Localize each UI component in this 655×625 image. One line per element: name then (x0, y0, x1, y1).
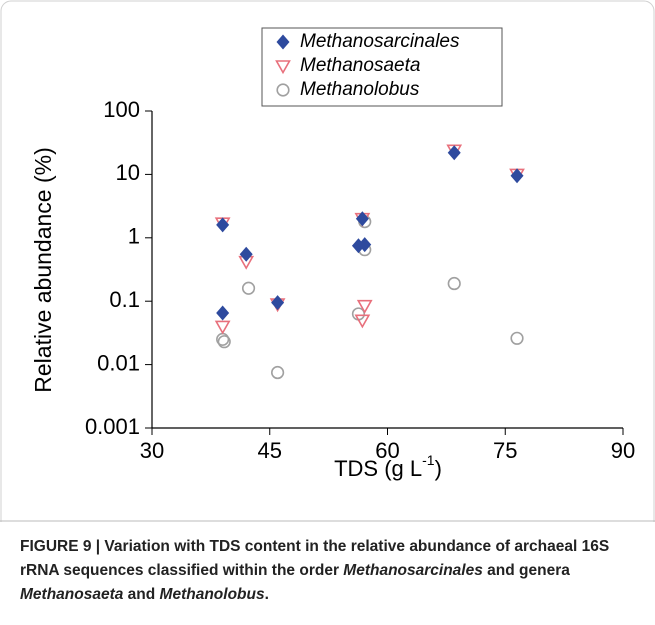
x-label-suffix: ) (435, 456, 442, 481)
diamond-marker (276, 34, 290, 50)
diamond-marker (447, 145, 461, 161)
legend-label: Methanolobus (300, 79, 420, 100)
y-tick-label: 1 (128, 224, 140, 249)
caption-text: FIGURE 9 | Variation with TDS content in… (20, 538, 610, 579)
y-tick-label: 10 (116, 160, 140, 185)
caption-text: and (123, 586, 160, 603)
circle-marker (447, 276, 461, 291)
x-tick-label: 60 (375, 438, 399, 463)
y-tick-label: 0.01 (97, 350, 140, 375)
x-label-sup: -1 (422, 452, 435, 468)
diamond-marker (216, 217, 230, 233)
diamond-marker (216, 305, 230, 321)
diamond-marker (355, 211, 369, 227)
triangle-marker (214, 320, 231, 335)
caption-text: Methanosarcinales (343, 562, 483, 579)
circle-marker (241, 281, 256, 295)
legend-label: Methanosarcinales (300, 31, 460, 52)
x-tick-label: 90 (611, 438, 635, 463)
diamond-marker (510, 168, 524, 184)
caption: FIGURE 9 | Variation with TDS content in… (20, 535, 620, 607)
circle-marker (510, 331, 524, 345)
y-tick-label: 0.001 (85, 414, 140, 439)
y-tick-label: 100 (103, 97, 140, 122)
caption-text: . (264, 586, 269, 603)
triangle-marker (354, 314, 371, 329)
x-label-text: TDS (g L (334, 456, 422, 481)
y-axis-label: Relative abundance (%) (30, 147, 56, 392)
diamond-marker (358, 237, 372, 253)
x-tick-label: 45 (258, 438, 282, 463)
circle-marker (217, 335, 231, 349)
caption-text: and genera (482, 562, 570, 579)
triangle-marker (356, 299, 373, 314)
y-tick-label: 0.1 (109, 287, 140, 312)
legend-label: Methanosaeta (300, 55, 420, 76)
x-axis-label: TDS (g L-1) (334, 452, 442, 481)
diamond-marker (239, 246, 253, 262)
x-tick-label: 30 (140, 438, 164, 463)
triangle-marker (275, 60, 291, 75)
legend-box (261, 27, 503, 107)
circle-marker (276, 83, 290, 97)
circle-marker (271, 365, 285, 380)
x-tick-label: 75 (493, 438, 517, 463)
diamond-marker (271, 295, 285, 311)
caption-text: Methanosaeta (20, 586, 124, 603)
chart: Relative abundance (%) TDS (g L-1) 0.001… (0, 0, 655, 542)
caption-text: Methanolobus (159, 586, 265, 603)
